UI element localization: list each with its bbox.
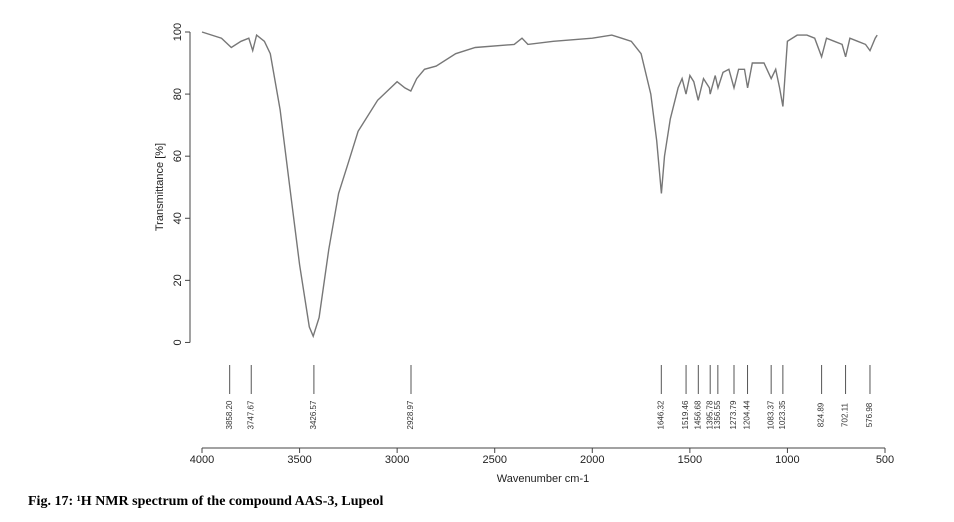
y-tick-label: 100 [172, 23, 184, 41]
peak-label: 1646.32 [656, 400, 665, 429]
x-tick-label: 3000 [385, 454, 409, 466]
peak-label: 3426.57 [309, 400, 318, 429]
peak-label: 576.98 [865, 402, 874, 427]
peak-label: 3747.67 [246, 400, 255, 429]
peak-label: 2928.97 [406, 400, 415, 429]
peak-label: 1083.37 [766, 400, 775, 429]
x-axis-label: Wavenumber cm-1 [497, 473, 590, 485]
y-axis-label: Transmittance [%] [154, 143, 166, 231]
y-tick-label: 60 [172, 150, 184, 162]
peak-label: 1204.44 [743, 400, 752, 429]
spectrum-line [201, 31, 878, 339]
y-tick-label: 20 [172, 274, 184, 286]
peak-label: 1356.55 [713, 400, 722, 429]
x-tick-label: 2500 [482, 454, 506, 466]
peak-label: 1023.35 [778, 400, 787, 429]
y-tick-label: 0 [172, 339, 184, 345]
caption: Fig. 17: ¹H NMR spectrum of the compound… [28, 494, 383, 509]
peak-label: 1273.79 [729, 400, 738, 429]
x-tick-label: 2000 [580, 454, 604, 466]
peak-label: 1395.78 [705, 400, 714, 429]
y-tick-label: 40 [172, 212, 184, 224]
peak-label: 1456.68 [693, 400, 702, 429]
peak-label: 702.11 [841, 403, 850, 427]
y-tick-label: 80 [172, 88, 184, 100]
x-tick-label: 1000 [775, 454, 799, 466]
x-tick-label: 4000 [190, 454, 214, 466]
x-tick-label: 3500 [287, 454, 311, 466]
x-tick-label: 500 [876, 454, 894, 466]
peak-label: 824.89 [817, 402, 826, 427]
peak-label: 1519.46 [681, 400, 690, 429]
peak-label: 3858.20 [225, 400, 234, 429]
x-tick-label: 1500 [678, 454, 702, 466]
